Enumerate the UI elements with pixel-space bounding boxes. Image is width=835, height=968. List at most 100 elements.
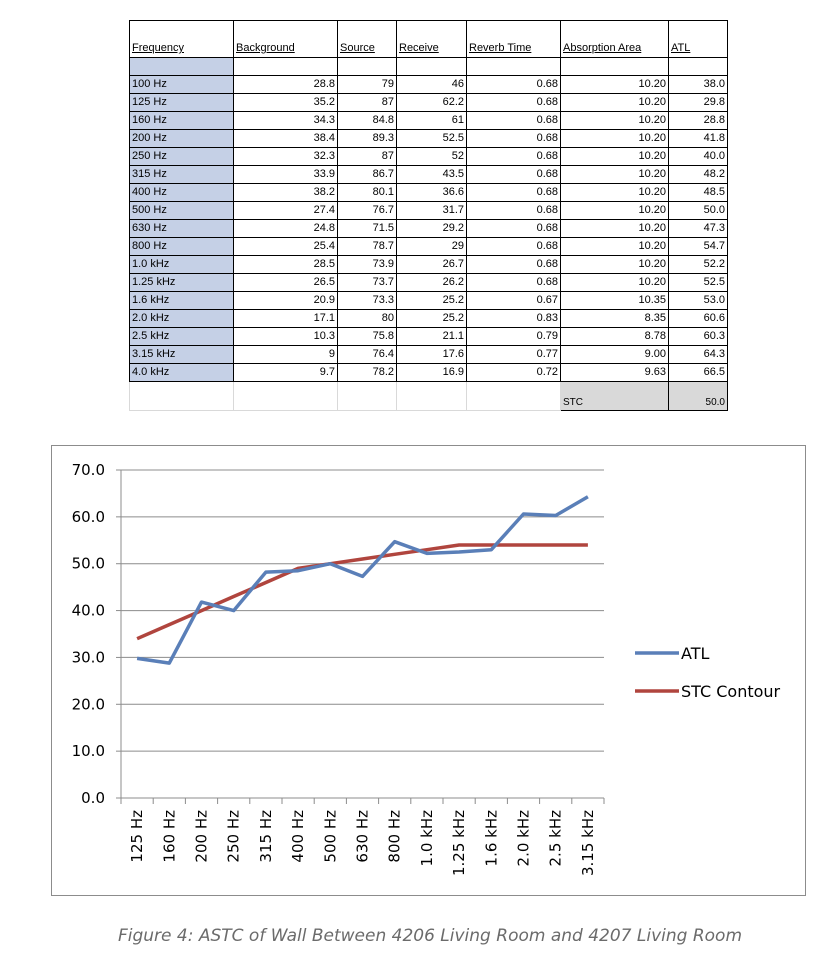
value-cell: 0.68 bbox=[466, 237, 561, 256]
value-cell: 10.35 bbox=[560, 291, 669, 310]
value-cell: 80 bbox=[337, 309, 397, 328]
x-tick-label: 200 Hz bbox=[193, 810, 211, 863]
value-cell: 10.20 bbox=[560, 237, 669, 256]
value-cell: 20.9 bbox=[233, 291, 338, 310]
value-cell: 25.4 bbox=[233, 237, 338, 256]
value-cell: 52.5 bbox=[668, 273, 728, 292]
value-cell: 78.7 bbox=[337, 237, 397, 256]
value-cell: 8.35 bbox=[560, 309, 669, 328]
figure-caption: Figure 4: ASTC of Wall Between 4206 Livi… bbox=[117, 926, 743, 946]
value-cell: 73.9 bbox=[337, 255, 397, 274]
value-cell: 29 bbox=[396, 237, 467, 256]
value-cell: 73.7 bbox=[337, 273, 397, 292]
value-cell: 53.0 bbox=[668, 291, 728, 310]
value-cell: 10.20 bbox=[560, 201, 669, 220]
frequency-cell: 100 Hz bbox=[129, 75, 234, 94]
value-cell: 38.4 bbox=[233, 129, 338, 148]
table-row: 250 Hz 32.3 87 52 0.68 10.20 40.0 bbox=[129, 147, 728, 166]
x-tick-label: 1.6 kHz bbox=[482, 810, 500, 867]
x-tick-label: 630 Hz bbox=[354, 810, 372, 863]
value-cell: 36.6 bbox=[396, 183, 467, 202]
value-cell: 43.5 bbox=[396, 165, 467, 184]
value-cell: 62.2 bbox=[396, 93, 467, 112]
y-tick-label: 0.0 bbox=[81, 789, 105, 807]
y-tick-label: 40.0 bbox=[72, 602, 105, 620]
value-cell: 10.20 bbox=[560, 183, 669, 202]
frequency-cell: 200 Hz bbox=[129, 129, 234, 148]
frequency-cell: 2.5 kHz bbox=[129, 327, 234, 346]
value-cell: 29.8 bbox=[668, 93, 728, 112]
frequency-cell: 315 Hz bbox=[129, 165, 234, 184]
value-cell: 60.3 bbox=[668, 327, 728, 346]
table-header-row: Frequency Background Source Receive Reve… bbox=[129, 20, 728, 58]
frequency-cell: 2.0 kHz bbox=[129, 309, 234, 328]
value-cell: 0.68 bbox=[466, 165, 561, 184]
value-cell: 16.9 bbox=[396, 363, 467, 382]
value-cell: 25.2 bbox=[396, 309, 467, 328]
header-absorption-area: Absorption Area bbox=[560, 20, 669, 58]
frequency-cell: 3.15 kHz bbox=[129, 345, 234, 364]
table-row: 125 Hz 35.2 87 62.2 0.68 10.20 29.8 bbox=[129, 93, 728, 112]
value-cell: 0.68 bbox=[466, 75, 561, 94]
stc-label: STC bbox=[560, 381, 669, 411]
value-cell: 46 bbox=[396, 75, 467, 94]
table-row: 1.25 kHz 26.5 73.7 26.2 0.68 10.20 52.5 bbox=[129, 273, 728, 292]
table-spacer-row bbox=[129, 57, 728, 76]
value-cell: 10.20 bbox=[560, 165, 669, 184]
table-row: 2.5 kHz 10.3 75.8 21.1 0.79 8.78 60.3 bbox=[129, 327, 728, 346]
x-tick-label: 2.5 kHz bbox=[547, 810, 565, 867]
value-cell: 0.68 bbox=[466, 93, 561, 112]
value-cell: 87 bbox=[337, 147, 397, 166]
legend-label: STC Contour bbox=[681, 682, 781, 701]
frequency-cell: 1.25 kHz bbox=[129, 273, 234, 292]
table-row: 500 Hz 27.4 76.7 31.7 0.68 10.20 50.0 bbox=[129, 201, 728, 220]
value-cell: 54.7 bbox=[668, 237, 728, 256]
value-cell: 79 bbox=[337, 75, 397, 94]
value-cell: 10.20 bbox=[560, 219, 669, 238]
value-cell: 9.00 bbox=[560, 345, 669, 364]
value-cell: 48.5 bbox=[668, 183, 728, 202]
value-cell: 41.8 bbox=[668, 129, 728, 148]
value-cell: 10.20 bbox=[560, 147, 669, 166]
value-cell: 25.2 bbox=[396, 291, 467, 310]
value-cell: 61 bbox=[396, 111, 467, 130]
value-cell: 80.1 bbox=[337, 183, 397, 202]
value-cell: 75.8 bbox=[337, 327, 397, 346]
x-tick-label: 2.0 kHz bbox=[515, 810, 533, 867]
value-cell: 10.20 bbox=[560, 111, 669, 130]
table-footer-row: STC 50.0 bbox=[129, 381, 728, 411]
table-row: 315 Hz 33.9 86.7 43.5 0.68 10.20 48.2 bbox=[129, 165, 728, 184]
value-cell: 86.7 bbox=[337, 165, 397, 184]
value-cell: 38.0 bbox=[668, 75, 728, 94]
value-cell: 27.4 bbox=[233, 201, 338, 220]
value-cell: 87 bbox=[337, 93, 397, 112]
value-cell: 10.20 bbox=[560, 75, 669, 94]
value-cell: 47.3 bbox=[668, 219, 728, 238]
table-row: 400 Hz 38.2 80.1 36.6 0.68 10.20 48.5 bbox=[129, 183, 728, 202]
value-cell: 31.7 bbox=[396, 201, 467, 220]
value-cell: 28.8 bbox=[233, 75, 338, 94]
table-row: 160 Hz 34.3 84.8 61 0.68 10.20 28.8 bbox=[129, 111, 728, 130]
table-row: 1.6 kHz 20.9 73.3 25.2 0.67 10.35 53.0 bbox=[129, 291, 728, 310]
x-tick-label: 800 Hz bbox=[386, 810, 404, 863]
frequency-cell: 800 Hz bbox=[129, 237, 234, 256]
series-line-atl bbox=[136, 495, 589, 665]
measurement-table: Frequency Background Source Receive Reve… bbox=[129, 20, 728, 411]
value-cell: 0.77 bbox=[466, 345, 561, 364]
table-row: 200 Hz 38.4 89.3 52.5 0.68 10.20 41.8 bbox=[129, 129, 728, 148]
value-cell: 0.83 bbox=[466, 309, 561, 328]
value-cell: 17.6 bbox=[396, 345, 467, 364]
value-cell: 29.2 bbox=[396, 219, 467, 238]
frequency-cell: 630 Hz bbox=[129, 219, 234, 238]
table-row: 100 Hz 28.8 79 46 0.68 10.20 38.0 bbox=[129, 75, 728, 94]
value-cell: 0.68 bbox=[466, 219, 561, 238]
table-row: 1.0 kHz 28.5 73.9 26.7 0.68 10.20 52.2 bbox=[129, 255, 728, 274]
value-cell: 76.7 bbox=[337, 201, 397, 220]
x-tick-label: 3.15 kHz bbox=[579, 810, 597, 876]
frequency-cell: 500 Hz bbox=[129, 201, 234, 220]
value-cell: 0.68 bbox=[466, 201, 561, 220]
value-cell: 0.68 bbox=[466, 255, 561, 274]
frequency-cell: 250 Hz bbox=[129, 147, 234, 166]
value-cell: 0.72 bbox=[466, 363, 561, 382]
value-cell: 9 bbox=[233, 345, 338, 364]
